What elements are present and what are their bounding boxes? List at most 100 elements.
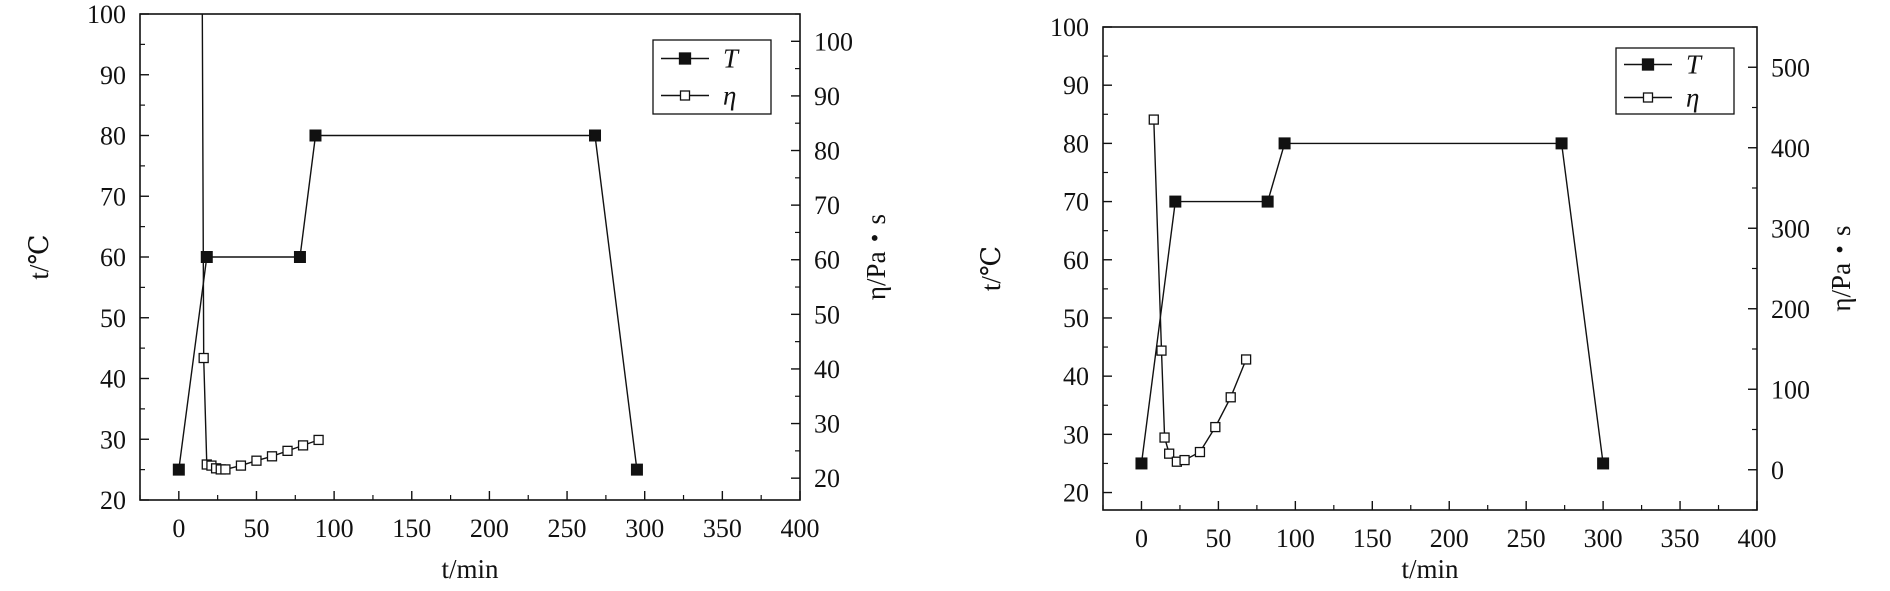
x-tick-label: 400	[1738, 524, 1777, 553]
y-right-tick-label: 100	[1771, 375, 1810, 404]
data-point-η	[1240, 354, 1252, 365]
data-point-η	[266, 451, 278, 462]
data-point-η	[1194, 446, 1206, 458]
x-tick-label: 50	[1205, 524, 1231, 553]
y-right-tick-label: 100	[814, 27, 853, 56]
x-tick-label: 0	[172, 514, 185, 543]
y-right-tick-label: 200	[1771, 295, 1810, 324]
series-line-T	[178, 134, 638, 470]
x-axis-title: t/min	[441, 554, 499, 584]
legend-marker-T	[678, 52, 692, 65]
data-point-η	[235, 460, 247, 471]
x-tick-label: 350	[703, 514, 742, 543]
x-tick-label: 100	[315, 514, 354, 543]
y-right-tick-label: 50	[814, 300, 840, 329]
y-left-tick-label: 40	[100, 365, 126, 394]
data-point-T	[1135, 457, 1148, 470]
x-tick-label: 150	[392, 514, 431, 543]
x-tick-label: 300	[1584, 524, 1623, 553]
x-tick-label: 250	[548, 514, 587, 543]
legend-box	[652, 39, 772, 115]
x-tick-label: 400	[781, 514, 820, 543]
data-point-η	[198, 352, 209, 364]
data-point-T	[1278, 137, 1291, 150]
data-point-η	[1225, 392, 1236, 403]
x-tick-label: 200	[470, 514, 509, 543]
chart-right: 0 50 100 150 200 250 300 350 400 20 30 40 50 60 70 80 90…	[976, 13, 1856, 584]
y-right-axis-title: η/Pa・s	[861, 214, 891, 300]
y-right-tick-label: 400	[1771, 134, 1810, 163]
x-tick-label: 300	[625, 514, 664, 543]
data-point-η	[1210, 421, 1221, 433]
data-point-T	[1261, 195, 1274, 208]
y-right-tick-label: 0	[1771, 456, 1784, 485]
x-tick-label: 350	[1661, 524, 1700, 553]
y-right-tick-label: 20	[814, 464, 840, 493]
data-point-η	[220, 464, 231, 475]
data-point-η	[1179, 454, 1190, 466]
y-left-tick-label: 20	[100, 486, 126, 515]
data-point-η	[1159, 432, 1170, 443]
y-right-tick-label: 80	[814, 137, 840, 166]
y-right-tick-label: 90	[814, 82, 840, 111]
data-point-T	[630, 463, 643, 476]
y-left-tick-label: 80	[100, 122, 126, 151]
y-left-tick-label: 30	[1063, 420, 1089, 449]
y-left-tick-label: 40	[1063, 362, 1089, 391]
plot-area	[178, 14, 638, 471]
plot-area	[1140, 119, 1604, 464]
data-point-T	[293, 251, 306, 263]
y-left-tick-label: 70	[1063, 188, 1089, 217]
data-point-η	[251, 455, 262, 466]
y-left-tick-label: 50	[1063, 304, 1089, 333]
series-line-η	[1153, 119, 1247, 463]
legend-label: T	[1686, 50, 1703, 80]
legend: Tη	[1615, 47, 1735, 115]
data-point-T	[172, 463, 185, 476]
y-left-tick-label: 90	[1063, 71, 1089, 100]
legend-label: η	[723, 81, 736, 111]
x-tick-label: 0	[1135, 524, 1148, 553]
data-point-η	[297, 440, 309, 451]
x-axis-title: t/min	[1401, 554, 1459, 584]
y-right-tick-label: 30	[814, 410, 840, 439]
x-tick-label: 50	[243, 514, 269, 543]
y-left-tick-label: 80	[1063, 129, 1089, 158]
x-tick-label: 200	[1430, 524, 1469, 553]
legend-marker-T	[1641, 58, 1655, 71]
data-point-T	[1555, 137, 1568, 150]
y-left-tick-label: 60	[100, 243, 126, 272]
data-point-T	[200, 251, 213, 263]
y-left-tick-label: 100	[1050, 13, 1089, 42]
x-tick-label: 100	[1276, 524, 1315, 553]
data-point-η	[313, 434, 324, 446]
y-right-tick-label: 70	[814, 191, 840, 220]
series-line-T	[1140, 142, 1604, 464]
legend-label: T	[723, 44, 740, 74]
y-right-axis-title: η/Pa・s	[1826, 225, 1856, 311]
y-left-tick-label: 20	[1063, 479, 1089, 508]
data-point-T	[1597, 457, 1610, 470]
y-left-tick-label: 60	[1063, 246, 1089, 275]
data-point-η	[1164, 448, 1175, 459]
y-left-axis-title: t/℃	[24, 234, 54, 279]
data-point-η	[1148, 114, 1159, 125]
y-left-tick-label: 100	[87, 0, 126, 29]
legend: Tη	[652, 39, 772, 115]
data-point-η	[1156, 345, 1167, 356]
y-left-tick-label: 30	[100, 425, 126, 454]
y-left-tick-label: 50	[100, 304, 126, 333]
y-right-tick-label: 60	[814, 246, 840, 275]
y-right-tick-label: 40	[814, 355, 840, 384]
data-point-T	[1169, 195, 1182, 208]
series-line-η	[201, 14, 319, 471]
x-tick-label: 150	[1353, 524, 1392, 553]
y-left-axis-title: t/℃	[976, 246, 1006, 291]
y-right-tick-label: 300	[1771, 214, 1810, 243]
x-tick-label: 250	[1507, 524, 1546, 553]
y-left-tick-label: 70	[100, 182, 126, 211]
y-left-tick-label: 90	[100, 61, 126, 90]
legend-label: η	[1686, 83, 1699, 113]
y-right-tick-label: 500	[1771, 53, 1810, 82]
